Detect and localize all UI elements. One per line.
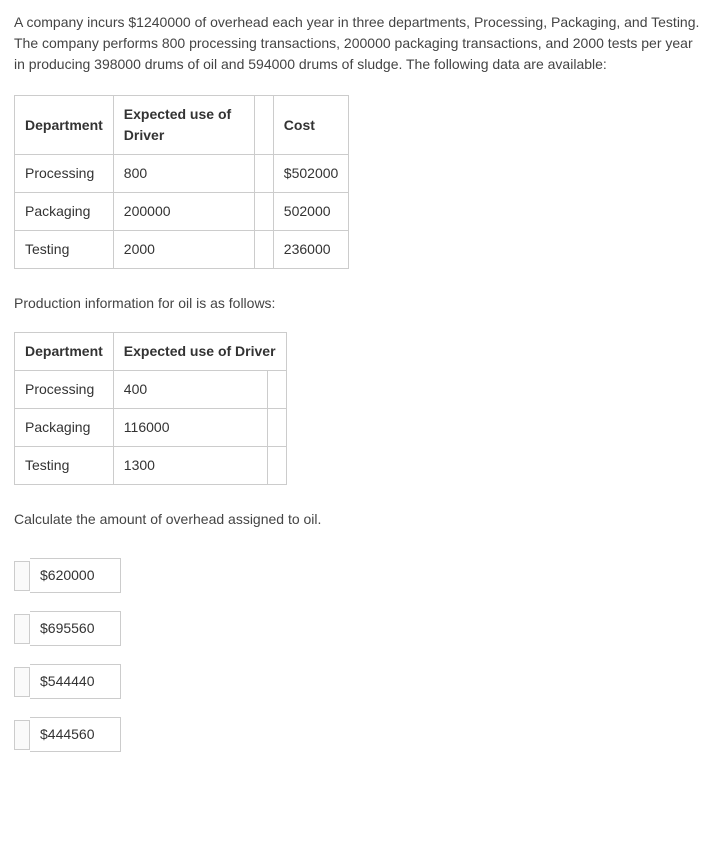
answer-option[interactable]: $444560: [14, 717, 701, 752]
table-row: Testing 1300: [15, 447, 287, 485]
subheading: Production information for oil is as fol…: [14, 293, 701, 314]
table-header: Department: [15, 96, 114, 155]
table-cell: 400: [113, 371, 267, 409]
table-cell: Packaging: [15, 409, 114, 447]
table-cell: $502000: [273, 155, 349, 193]
table-row: Packaging 200000 502000: [15, 193, 349, 231]
table-cell: [254, 155, 273, 193]
problem-statement: A company incurs $1240000 of overhead ea…: [14, 12, 701, 75]
table-cell: [267, 409, 286, 447]
table-cell: [254, 231, 273, 269]
table-header: [254, 96, 273, 155]
table-cell: [267, 447, 286, 485]
table-header: Department: [15, 333, 114, 371]
table-header: Expected use of Driver: [113, 333, 286, 371]
radio-icon[interactable]: [14, 720, 30, 750]
radio-icon[interactable]: [14, 614, 30, 644]
table-cell: Processing: [15, 155, 114, 193]
table-row: Processing 400: [15, 371, 287, 409]
table-cell: Packaging: [15, 193, 114, 231]
table-header: Expected use of Driver: [113, 96, 254, 155]
table-cell: 2000: [113, 231, 254, 269]
table-cell: [267, 371, 286, 409]
table-cell: 502000: [273, 193, 349, 231]
table-cell: Testing: [15, 231, 114, 269]
table-cell: 236000: [273, 231, 349, 269]
radio-icon[interactable]: [14, 561, 30, 591]
table-row: Testing 2000 236000: [15, 231, 349, 269]
table-cell: 200000: [113, 193, 254, 231]
answer-options: $620000 $695560 $544440 $444560: [14, 558, 701, 752]
option-label: $620000: [30, 558, 121, 593]
answer-option[interactable]: $544440: [14, 664, 701, 699]
table-row: Packaging 116000: [15, 409, 287, 447]
answer-option[interactable]: $620000: [14, 558, 701, 593]
radio-icon[interactable]: [14, 667, 30, 697]
table-cell: 1300: [113, 447, 267, 485]
production-table: Department Expected use of Driver Proces…: [14, 332, 287, 485]
table-row: Processing 800 $502000: [15, 155, 349, 193]
table-cell: Testing: [15, 447, 114, 485]
table-cell: 116000: [113, 409, 267, 447]
option-label: $444560: [30, 717, 121, 752]
table-cell: [254, 193, 273, 231]
option-label: $544440: [30, 664, 121, 699]
table-header: Cost: [273, 96, 349, 155]
option-label: $695560: [30, 611, 121, 646]
table-cell: Processing: [15, 371, 114, 409]
question-text: Calculate the amount of overhead assigne…: [14, 509, 701, 530]
table-cell: 800: [113, 155, 254, 193]
answer-option[interactable]: $695560: [14, 611, 701, 646]
overhead-table: Department Expected use of Driver Cost P…: [14, 95, 349, 269]
